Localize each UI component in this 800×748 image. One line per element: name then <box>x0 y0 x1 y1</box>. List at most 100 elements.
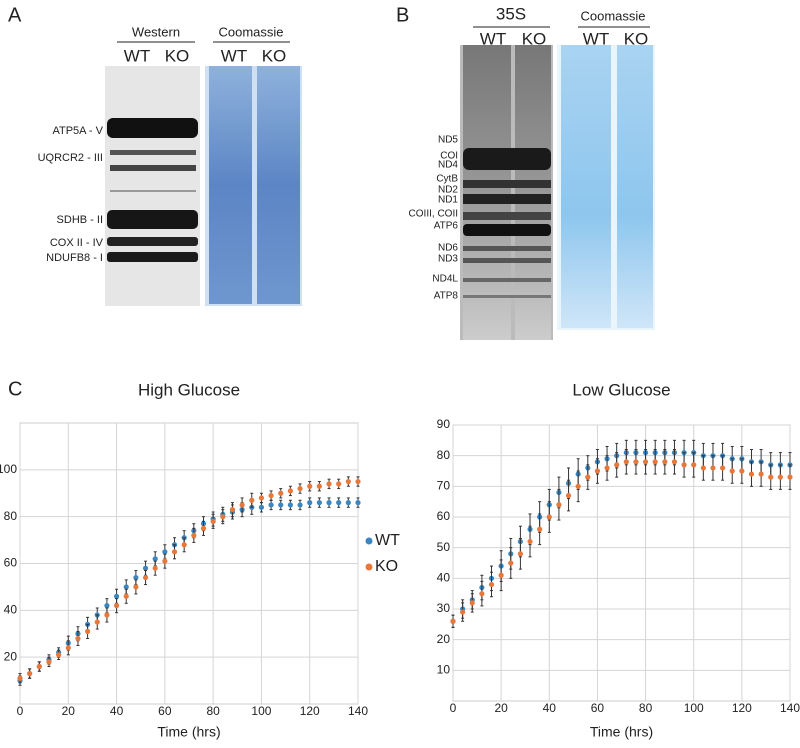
data-point <box>450 618 456 624</box>
y-tick-label: 90 <box>437 417 451 431</box>
lane-label: KO <box>165 46 190 65</box>
band-label: COI <box>440 151 458 162</box>
data-point <box>748 471 755 477</box>
data-point <box>94 619 100 625</box>
legend-marker <box>365 537 373 545</box>
legend-label: KO <box>375 558 398 575</box>
x-tick-label: 140 <box>348 704 368 718</box>
blot-header: Coomassie <box>580 8 645 23</box>
data-point <box>488 581 495 588</box>
data-point <box>345 500 351 506</box>
data-point <box>546 514 552 520</box>
data-point <box>460 609 466 615</box>
data-point <box>527 538 533 545</box>
data-point <box>258 495 265 501</box>
band-label: ND5 <box>438 135 458 146</box>
band-label: ND4 <box>438 160 458 171</box>
data-point <box>268 492 274 499</box>
data-point <box>326 481 332 487</box>
data-point <box>249 497 255 503</box>
band-label: COIII, COII <box>409 209 458 220</box>
data-point <box>297 485 303 492</box>
y-tick-label: 80 <box>437 448 451 462</box>
data-point <box>65 645 71 651</box>
data-point <box>36 663 42 670</box>
data-point <box>287 502 293 508</box>
data-point <box>316 483 322 489</box>
data-point <box>210 518 216 524</box>
data-point <box>508 560 514 566</box>
data-point <box>614 462 620 468</box>
y-tick-label: 10 <box>437 663 451 677</box>
data-point <box>123 593 129 599</box>
data-point <box>162 558 168 564</box>
data-point <box>220 514 226 520</box>
x-tick-label: 60 <box>158 704 172 718</box>
data-point <box>758 471 764 477</box>
y-tick-label: 80 <box>4 509 18 523</box>
y-tick-label: 20 <box>437 632 451 646</box>
x-tick-label: 0 <box>450 701 457 715</box>
blot-header: Coomassie <box>218 24 283 39</box>
data-point <box>152 556 158 562</box>
data-point <box>336 481 342 487</box>
data-point <box>75 635 81 642</box>
data-point <box>710 465 716 471</box>
western-blot <box>105 66 200 306</box>
data-point <box>633 459 639 465</box>
data-point <box>326 500 332 506</box>
data-point <box>777 474 783 480</box>
data-point <box>652 459 658 465</box>
data-point <box>604 465 610 471</box>
x-tick-label: 80 <box>206 704 220 718</box>
data-point <box>278 502 284 508</box>
data-point <box>200 525 207 531</box>
data-point <box>739 468 745 474</box>
data-point <box>720 465 726 471</box>
x-axis-label: Time (hrs) <box>590 724 653 740</box>
data-point <box>307 500 313 506</box>
x-tick-label: 40 <box>110 704 124 718</box>
band-label: ATP8 <box>434 291 459 302</box>
y-tick-label: 100 <box>0 462 17 476</box>
band-label: ATP6 <box>434 221 459 232</box>
blot-header: Western <box>132 24 180 39</box>
lane-label: WT <box>221 46 247 65</box>
lane-label: KO <box>522 29 547 48</box>
x-tick-label: 20 <box>494 701 508 715</box>
x-tick-label: 0 <box>17 704 24 718</box>
y-tick-label: 30 <box>437 601 451 615</box>
data-point <box>113 593 120 599</box>
y-tick-label: 40 <box>437 571 451 585</box>
x-tick-label: 140 <box>780 701 800 715</box>
band-label: ND2 <box>438 185 458 196</box>
x-tick-label: 60 <box>591 701 605 715</box>
data-point <box>594 468 601 474</box>
coomassie-gel <box>205 66 302 306</box>
data-point <box>537 526 543 532</box>
coomassie-gel <box>557 45 655 330</box>
band-label: ND4L <box>432 274 458 285</box>
data-point <box>104 612 110 618</box>
data-point <box>585 474 591 480</box>
band-label: ATP5A - V <box>52 125 103 137</box>
y-tick-label: 60 <box>4 556 18 570</box>
x-tick-label: 40 <box>543 701 557 715</box>
data-point <box>345 478 351 485</box>
band-label: UQRCR2 - III <box>38 152 103 164</box>
band-label: ND6 <box>438 243 458 254</box>
data-point <box>768 474 774 480</box>
y-tick-label: 70 <box>437 479 451 493</box>
data-point <box>517 551 524 557</box>
plot-frame <box>452 424 791 702</box>
data-point <box>479 591 485 597</box>
data-point <box>681 462 687 468</box>
band-label: CytB <box>436 174 458 185</box>
data-point <box>729 468 735 474</box>
data-point <box>565 492 572 499</box>
band-label: NDUFB8 - I <box>46 252 103 264</box>
data-point <box>56 652 62 658</box>
x-tick-label: 80 <box>639 701 653 715</box>
band-label: ND1 <box>438 195 458 206</box>
data-point <box>239 502 245 508</box>
